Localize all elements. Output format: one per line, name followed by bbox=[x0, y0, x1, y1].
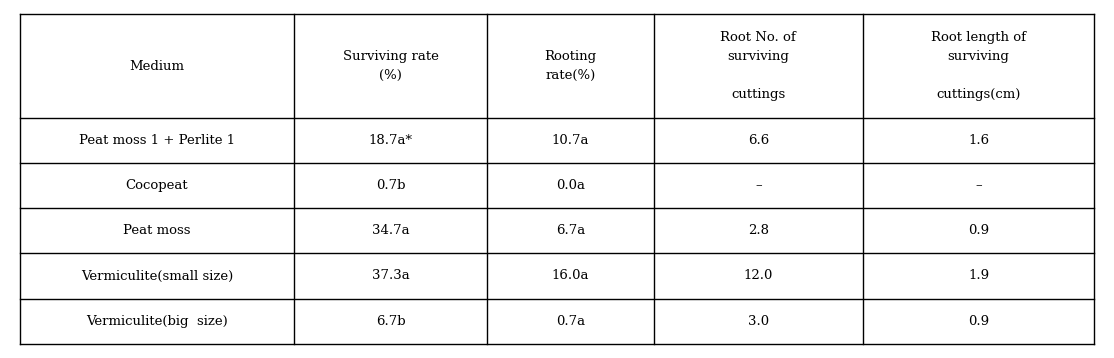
Text: 6.7b: 6.7b bbox=[375, 315, 405, 328]
Text: 37.3a: 37.3a bbox=[372, 270, 410, 282]
Text: 12.0: 12.0 bbox=[744, 270, 773, 282]
Text: Vermiculite(small size): Vermiculite(small size) bbox=[81, 270, 233, 282]
Text: –: – bbox=[975, 179, 981, 192]
Text: 0.7a: 0.7a bbox=[556, 315, 585, 328]
Text: –: – bbox=[755, 179, 762, 192]
Text: 1.9: 1.9 bbox=[968, 270, 989, 282]
Text: 10.7a: 10.7a bbox=[551, 134, 589, 147]
Text: 1.6: 1.6 bbox=[968, 134, 989, 147]
Text: 2.8: 2.8 bbox=[747, 224, 769, 237]
Text: 6.6: 6.6 bbox=[747, 134, 769, 147]
Text: Root No. of
surviving

cuttings: Root No. of surviving cuttings bbox=[721, 31, 797, 101]
Text: 6.7a: 6.7a bbox=[556, 224, 585, 237]
Text: Peat moss 1 + Perlite 1: Peat moss 1 + Perlite 1 bbox=[79, 134, 235, 147]
Text: 0.9: 0.9 bbox=[968, 315, 989, 328]
Text: Medium: Medium bbox=[129, 60, 185, 73]
Text: 16.0a: 16.0a bbox=[551, 270, 589, 282]
Text: 0.0a: 0.0a bbox=[556, 179, 585, 192]
Text: Peat moss: Peat moss bbox=[124, 224, 190, 237]
Text: Rooting
rate(%): Rooting rate(%) bbox=[545, 50, 596, 82]
Text: 0.9: 0.9 bbox=[968, 224, 989, 237]
Text: Root length of
surviving

cuttings(cm): Root length of surviving cuttings(cm) bbox=[931, 31, 1026, 101]
Text: 18.7a*: 18.7a* bbox=[369, 134, 412, 147]
Text: Vermiculite(big  size): Vermiculite(big size) bbox=[86, 315, 228, 328]
Text: Surviving rate
(%): Surviving rate (%) bbox=[343, 50, 439, 82]
Text: 34.7a: 34.7a bbox=[372, 224, 409, 237]
Text: 0.7b: 0.7b bbox=[375, 179, 405, 192]
Text: Cocopeat: Cocopeat bbox=[126, 179, 188, 192]
Text: 3.0: 3.0 bbox=[747, 315, 769, 328]
